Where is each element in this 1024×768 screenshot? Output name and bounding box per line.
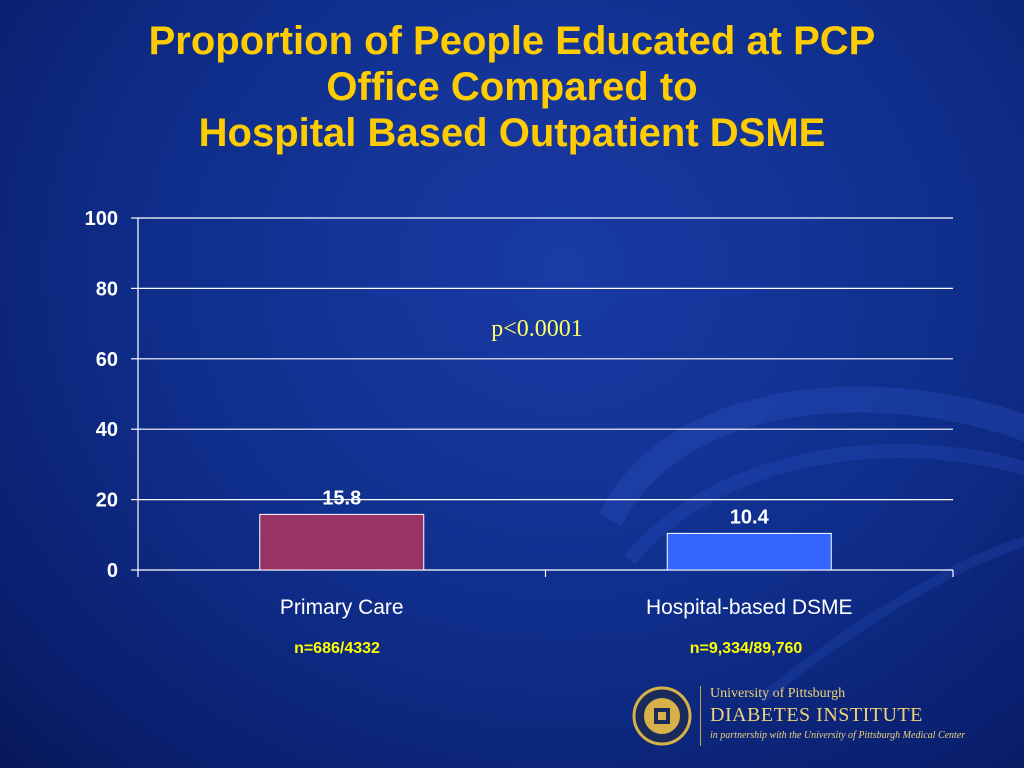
title-line-2: Office Compared to — [326, 65, 698, 109]
data-label: 10.4 — [730, 506, 770, 528]
logo-divider — [700, 686, 701, 746]
university-seal-icon — [632, 686, 692, 746]
data-label: 15.8 — [322, 487, 361, 509]
bar-1 — [259, 513, 425, 571]
bar-2 — [666, 532, 832, 571]
slide-title: Proportion of People Educated at PCP Off… — [0, 18, 1024, 156]
logo-university-name: University of Pittsburgh — [710, 686, 846, 701]
y-tick-label: 40 — [96, 419, 118, 441]
n-label-hospital-dsme: n=9,334/89,760 — [689, 640, 803, 657]
y-tick-label: 20 — [96, 490, 118, 512]
p-value-annotation: p<0.0001 — [491, 316, 583, 342]
logo-institute-name: DIABETES INSTITUTE — [710, 704, 923, 726]
logo-partnership-text: in partnership with the University of Pi… — [710, 730, 966, 741]
y-tick-label: 60 — [96, 349, 118, 371]
title-line-3: Hospital Based Outpatient DSME — [198, 111, 826, 155]
y-tick-label: 80 — [96, 278, 118, 300]
n-label-primary-care: n=686/4332 — [294, 640, 380, 657]
x-category-label: Primary Care — [280, 596, 404, 619]
y-tick-label: 0 — [107, 560, 118, 582]
title-line-1: Proportion of People Educated at PCP — [148, 19, 876, 63]
y-tick-label: 100 — [85, 208, 118, 230]
university-logo: University of Pittsburgh DIABETES INSTIT… — [630, 684, 1010, 760]
x-category-label: Hospital-based DSME — [646, 596, 853, 619]
